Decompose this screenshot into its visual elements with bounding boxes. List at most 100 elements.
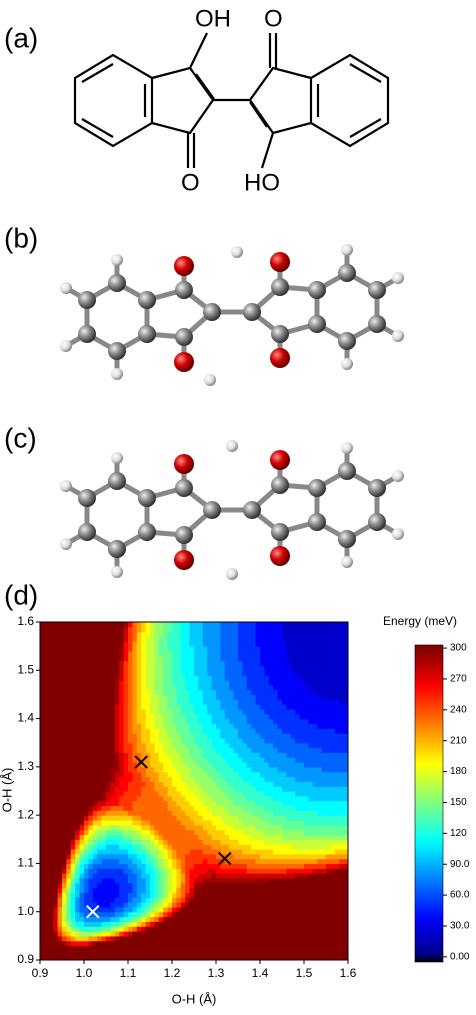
contour-cell: [66, 805, 71, 810]
contour-cell: [291, 733, 296, 738]
contour-cell: [110, 656, 115, 661]
contour-cell: [163, 699, 168, 704]
contour-cell: [273, 883, 278, 888]
contour-cell: [339, 907, 344, 912]
contour-cell: [137, 844, 142, 849]
contour-cell: [115, 767, 120, 772]
carbon-atom: [108, 342, 126, 360]
contour-cell: [216, 767, 221, 772]
contour-cell: [273, 892, 278, 897]
contour-cell: [225, 748, 230, 753]
contour-cell: [269, 636, 274, 641]
contour-cell: [49, 704, 54, 709]
contour-cell: [168, 839, 173, 844]
contour-cell: [53, 859, 58, 864]
contour-cell: [190, 950, 195, 955]
contour-cell: [313, 859, 318, 864]
contour-cell: [71, 656, 76, 661]
contour-cell: [88, 632, 93, 637]
contour-cell: [282, 825, 287, 830]
hydrogen-atom: [60, 340, 72, 352]
contour-cell: [84, 834, 89, 839]
contour-cell: [71, 810, 76, 815]
contour-cell: [335, 946, 340, 951]
contour-cell: [212, 917, 217, 922]
contour-cell: [71, 801, 76, 806]
contour-cell: [93, 830, 98, 835]
contour-cell: [168, 714, 173, 719]
contour-cell: [185, 670, 190, 675]
contour-cell: [146, 912, 151, 917]
contour-cell: [264, 738, 269, 743]
contour-cell: [119, 873, 124, 878]
contour-cell: [58, 907, 63, 912]
contour-cell: [203, 743, 208, 748]
contour-cell: [295, 873, 300, 878]
contour-cell: [229, 801, 234, 806]
contour-cell: [238, 912, 243, 917]
contour-cell: [326, 888, 331, 893]
contour-cell: [194, 762, 199, 767]
contour-cell: [242, 863, 247, 868]
contour-cell: [304, 926, 309, 931]
contour-cell: [330, 844, 335, 849]
contour-cell: [207, 781, 212, 786]
contour-cell: [247, 839, 252, 844]
contour-cell: [291, 902, 296, 907]
contour-cell: [326, 752, 331, 757]
contour-cell: [260, 941, 265, 946]
contour-cell: [326, 762, 331, 767]
contour-cell: [110, 921, 115, 926]
contour-cell: [264, 762, 269, 767]
contour-cell: [110, 704, 115, 709]
contour-cell: [115, 627, 120, 632]
contour-cell: [168, 897, 173, 902]
contour-cell: [212, 661, 217, 666]
contour-cell: [66, 941, 71, 946]
contour-cell: [181, 873, 186, 878]
contour-cell: [194, 772, 199, 777]
contour-cell: [40, 675, 45, 680]
contour-cell: [159, 646, 164, 651]
contour-cell: [242, 892, 247, 897]
contour-cell: [93, 897, 98, 902]
contour-cell: [119, 694, 124, 699]
contour-cell: [286, 694, 291, 699]
contour-cell: [146, 675, 151, 680]
contour-cell: [146, 656, 151, 661]
contour-cell: [150, 651, 155, 656]
contour-cell: [295, 834, 300, 839]
contour-cell: [251, 907, 256, 912]
contour-cell: [119, 743, 124, 748]
contour-cell: [159, 704, 164, 709]
contour-cell: [229, 830, 234, 835]
contour-cell: [150, 950, 155, 955]
contour-cell: [115, 801, 120, 806]
contour-cell: [317, 733, 322, 738]
contour-cell: [278, 854, 283, 859]
contour-cell: [66, 912, 71, 917]
contour-cell: [330, 931, 335, 936]
contour-cell: [146, 743, 151, 748]
contour-cell: [176, 815, 181, 820]
contour-cell: [190, 738, 195, 743]
contour-cell: [278, 694, 283, 699]
contour-cell: [124, 680, 129, 685]
contour-cell: [106, 728, 111, 733]
contour-cell: [40, 665, 45, 670]
contour-cell: [97, 878, 102, 883]
contour-cell: [212, 670, 217, 675]
contour-cell: [273, 873, 278, 878]
contour-cell: [278, 907, 283, 912]
contour-cell: [326, 777, 331, 782]
contour-cell: [251, 748, 256, 753]
contour-cell: [44, 810, 49, 815]
contour-cell: [154, 926, 159, 931]
contour-cell: [84, 839, 89, 844]
contour-cell: [322, 762, 327, 767]
contour-cell: [102, 762, 107, 767]
contour-cell: [168, 622, 173, 627]
contour-cell: [75, 748, 80, 753]
contour-cell: [40, 868, 45, 873]
contour-cell: [212, 868, 217, 873]
